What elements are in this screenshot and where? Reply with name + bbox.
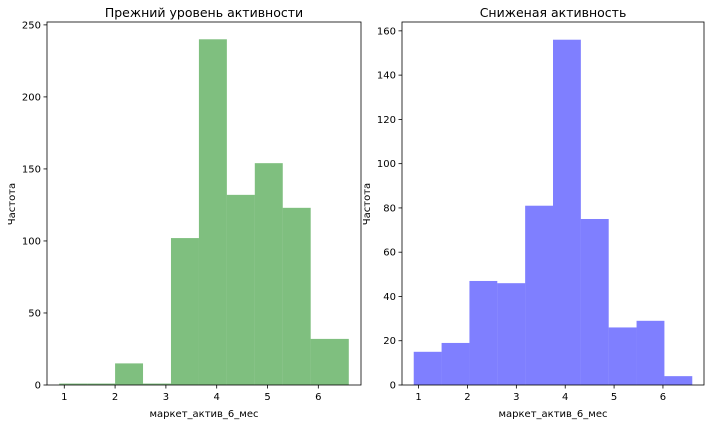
histogram-bar <box>198 39 227 386</box>
histogram-bar <box>664 376 693 385</box>
bars <box>59 39 349 386</box>
x-tick-label: 4 <box>214 392 220 403</box>
histogram-bar <box>143 383 171 385</box>
x-tick-label: 4 <box>562 392 568 403</box>
chart-left: Прежний уровень активности 1 2 3 4 5 6 0 50 100… <box>7 5 362 420</box>
y-tick-label: 150 <box>22 164 41 175</box>
y-tick-label: 0 <box>35 381 41 392</box>
y-axis-label: Частота <box>7 183 18 225</box>
histogram-bar <box>441 342 470 385</box>
y-tick-label: 20 <box>383 336 396 347</box>
y-tick-label: 40 <box>383 292 396 303</box>
x-ticks: 1 2 3 4 5 6 <box>415 385 666 403</box>
histogram-bar <box>636 320 665 385</box>
histogram-bar <box>282 207 311 385</box>
histogram-bar <box>553 39 581 386</box>
histogram-bar <box>254 163 283 385</box>
x-tick-label: 1 <box>415 392 421 403</box>
y-tick-label: 140 <box>377 71 396 82</box>
y-axis-label: Частота <box>362 183 373 225</box>
histogram-bar <box>59 383 88 385</box>
x-tick-label: 5 <box>264 392 270 403</box>
histogram-bar <box>226 194 255 385</box>
histogram-bar <box>310 338 349 385</box>
y-tick-label: 250 <box>22 20 41 31</box>
y-tick-label: 160 <box>377 26 396 37</box>
histogram-bar <box>608 327 637 385</box>
chart-title: Сниженая активность <box>480 5 627 20</box>
x-tick-label: 2 <box>464 392 470 403</box>
y-ticks: 0 20 40 60 80 100 120 140 160 <box>377 26 402 392</box>
histogram-bar <box>115 363 144 385</box>
histogram-bar <box>469 280 498 385</box>
y-tick-label: 100 <box>22 236 41 247</box>
y-tick-label: 100 <box>377 159 396 170</box>
bars <box>413 39 693 386</box>
histogram-bar <box>497 283 526 385</box>
x-axis-label: маркет_актив_6_мес <box>150 409 259 420</box>
y-tick-label: 200 <box>22 92 41 103</box>
x-tick-label: 6 <box>315 392 321 403</box>
y-tick-label: 50 <box>28 308 41 319</box>
y-tick-label: 60 <box>383 248 396 259</box>
y-tick-label: 0 <box>390 381 396 392</box>
histogram-bar <box>525 205 553 385</box>
x-ticks: 1 2 3 4 5 6 <box>61 385 322 403</box>
x-tick-label: 2 <box>112 392 118 403</box>
histogram-bar <box>170 238 199 385</box>
histogram-bar <box>580 218 609 385</box>
y-tick-label: 120 <box>377 115 396 126</box>
x-tick-label: 3 <box>163 392 169 403</box>
histogram-bar <box>87 383 116 385</box>
chart-title: Прежний уровень активности <box>105 5 303 20</box>
histogram-bar <box>413 351 442 385</box>
chart-right: Сниженая активность 1 2 3 4 5 6 0 20 40 60 80 100 1… <box>362 5 705 420</box>
y-tick-label: 80 <box>383 203 396 214</box>
x-tick-label: 3 <box>513 392 519 403</box>
x-tick-label: 5 <box>611 392 617 403</box>
x-axis-label: маркет_актив_6_мес <box>499 409 608 420</box>
plot-frame <box>401 21 705 386</box>
x-tick-label: 6 <box>660 392 666 403</box>
y-ticks: 0 50 100 150 200 250 <box>22 20 47 392</box>
x-tick-label: 1 <box>61 392 67 403</box>
plot-frame <box>46 21 362 386</box>
